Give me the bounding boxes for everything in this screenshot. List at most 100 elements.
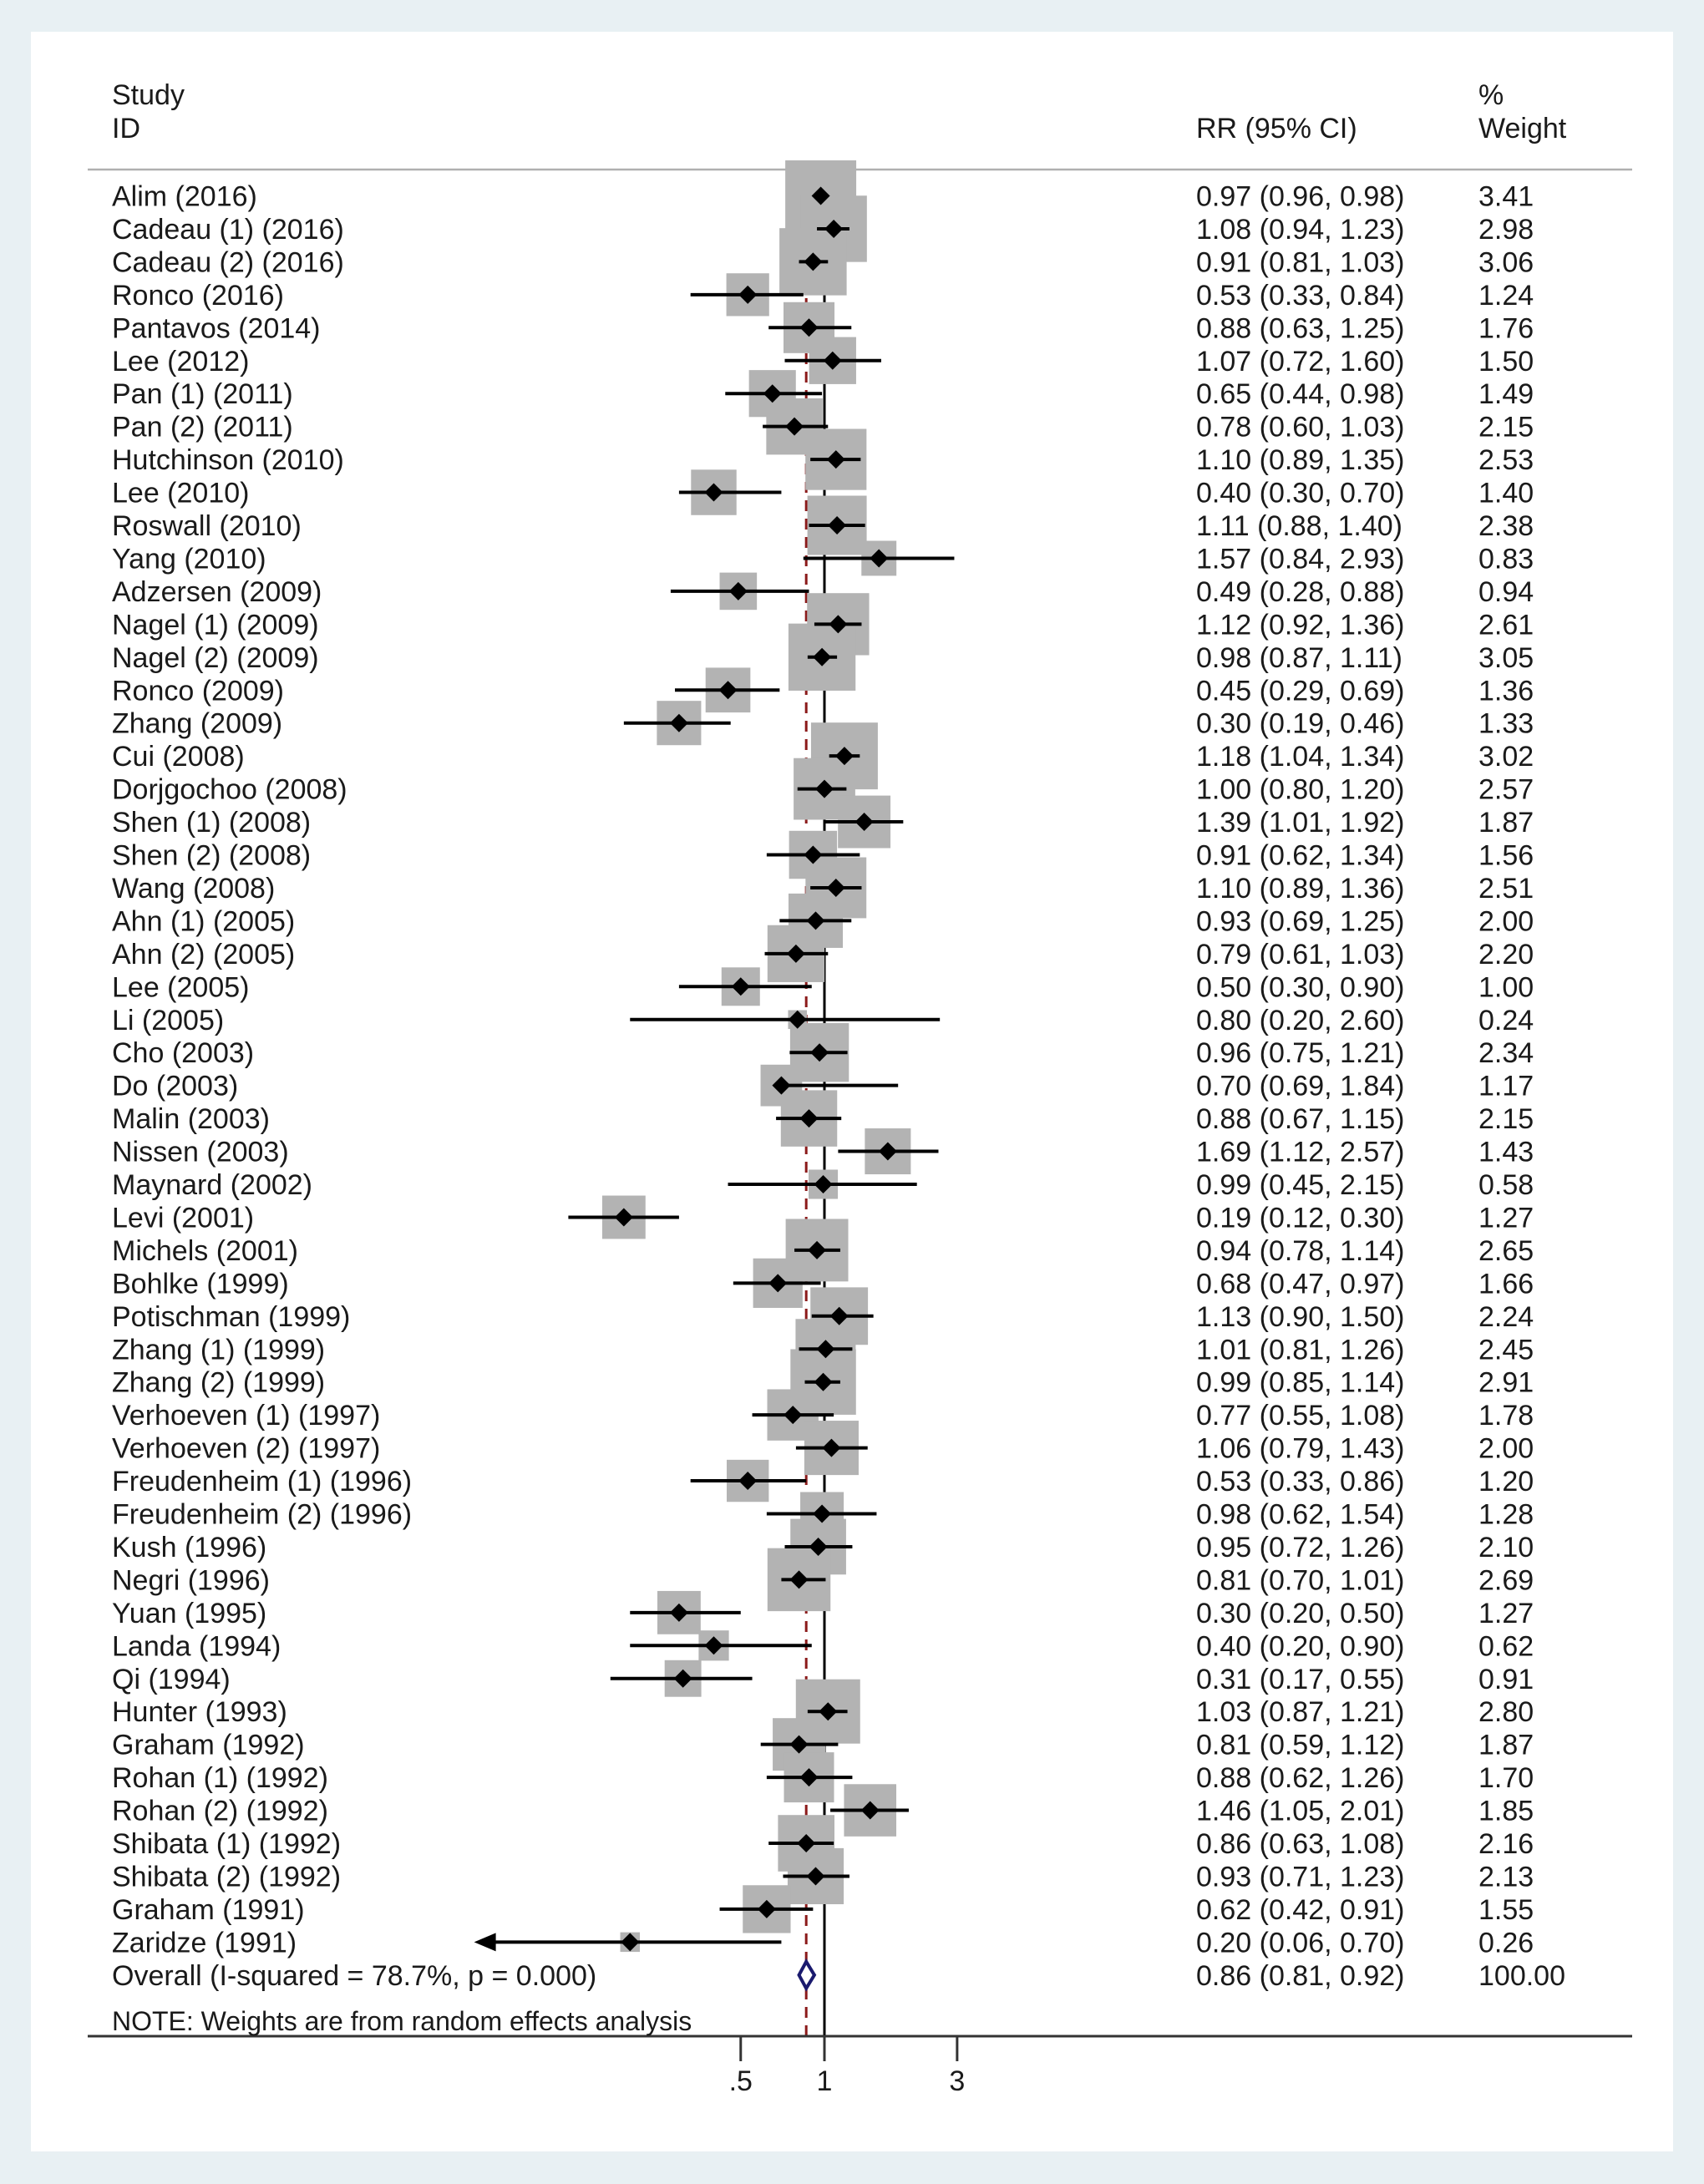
study-weight-text: 2.34 [1478, 1037, 1534, 1069]
study-weight-text: 1.27 [1478, 1598, 1534, 1629]
point-marker [788, 1010, 807, 1029]
study-weight-text: 1.49 [1478, 378, 1534, 410]
weight-boxes [601, 160, 911, 1953]
study-ci-text: 0.98 (0.87, 1.11) [1196, 642, 1402, 674]
study-ci-text: 0.78 (0.60, 1.03) [1196, 412, 1405, 443]
study-ci-text: 1.10 (0.89, 1.35) [1196, 444, 1405, 476]
study-weight-text: 2.13 [1478, 1861, 1534, 1893]
study-ci-text: 0.81 (0.59, 1.12) [1196, 1730, 1405, 1761]
study-weight-text: 2.51 [1478, 873, 1534, 905]
study-label: Cadeau (1) (2016) [112, 214, 344, 246]
point-marker [815, 779, 834, 798]
chart-panel: Study ID RR (95% CI) % Weight Alim (2016… [31, 32, 1673, 2151]
point-marker [738, 1472, 758, 1491]
point-marker [878, 1142, 897, 1161]
study-weight-text: 1.66 [1478, 1268, 1534, 1300]
point-marker [757, 1899, 776, 1918]
study-weight-text: 2.57 [1478, 774, 1534, 806]
study-label: Do (2003) [112, 1071, 238, 1102]
point-marker [786, 944, 805, 963]
study-label: Dorjgochoo (2008) [112, 774, 347, 806]
point-marker [738, 285, 758, 304]
study-weight-text: 1.78 [1478, 1400, 1534, 1432]
study-weight-text: 1.55 [1478, 1894, 1534, 1926]
study-weight-text: 2.98 [1478, 214, 1534, 246]
overall-weight-text: 100.00 [1478, 1960, 1565, 1992]
study-weight-text: 1.00 [1478, 971, 1534, 1003]
overall-label: Overall (I-squared = 78.7%, p = 0.000) [112, 1960, 596, 1992]
study-weight-text: 1.33 [1478, 708, 1534, 740]
study-ci-text: 0.91 (0.62, 1.34) [1196, 840, 1405, 872]
study-ci-text: 1.39 (1.01, 1.92) [1196, 807, 1405, 839]
study-ci-text: 1.13 (0.90, 1.50) [1196, 1301, 1405, 1333]
study-weight-text: 2.10 [1478, 1532, 1534, 1563]
study-label: Yuan (1995) [112, 1598, 266, 1629]
study-label: Ahn (2) (2005) [112, 939, 295, 970]
study-ci-text: 0.53 (0.33, 0.84) [1196, 280, 1405, 312]
point-marker [784, 1406, 803, 1425]
point-marker [813, 647, 832, 666]
study-ci-text: 0.40 (0.30, 0.70) [1196, 478, 1405, 509]
point-marker [704, 1636, 723, 1655]
study-ci-text: 0.95 (0.72, 1.26) [1196, 1532, 1405, 1563]
x-tick-label: 3 [949, 2065, 965, 2097]
study-ci-text: 1.06 (0.79, 1.43) [1196, 1433, 1405, 1465]
overall-diamond [797, 1958, 817, 1992]
study-label: Negri (1996) [112, 1564, 270, 1596]
header-weight: Weight [1478, 113, 1567, 144]
study-label: Zhang (1) (1999) [112, 1334, 325, 1366]
study-ci-text: 0.91 (0.81, 1.03) [1196, 246, 1405, 278]
study-weight-text: 1.56 [1478, 840, 1534, 872]
study-weight-text: 2.20 [1478, 939, 1534, 970]
point-marker [789, 1735, 809, 1754]
study-label: Roswall (2010) [112, 510, 302, 542]
study-weight-text: 2.38 [1478, 510, 1534, 542]
point-marker [804, 845, 823, 864]
study-ci-text: 0.94 (0.78, 1.14) [1196, 1235, 1405, 1267]
study-label: Pantavos (2014) [112, 312, 321, 344]
study-ci-text: 0.65 (0.44, 0.98) [1196, 378, 1405, 410]
study-ci-text: 0.88 (0.67, 1.15) [1196, 1103, 1405, 1135]
study-weight-text: 2.61 [1478, 609, 1534, 641]
study-ci-text: 0.88 (0.63, 1.25) [1196, 312, 1405, 344]
study-label: Ahn (1) (2005) [112, 905, 295, 937]
study-label: Nagel (1) (2009) [112, 609, 319, 641]
study-ci-text: 0.88 (0.62, 1.26) [1196, 1762, 1405, 1794]
study-weight-text: 3.06 [1478, 246, 1534, 278]
study-weight-text: 1.43 [1478, 1137, 1534, 1168]
point-marker [772, 1076, 791, 1095]
study-weight-text: 3.41 [1478, 181, 1534, 213]
study-weight-text: 2.00 [1478, 1433, 1534, 1465]
study-label: Rohan (1) (1992) [112, 1762, 328, 1794]
study-label: Freudenheim (1) (1996) [112, 1466, 412, 1497]
study-weight-text: 1.87 [1478, 807, 1534, 839]
point-marker [829, 615, 848, 634]
study-ci-text: 0.70 (0.69, 1.84) [1196, 1071, 1405, 1102]
study-weight-text: 2.69 [1478, 1564, 1534, 1596]
study-label: Graham (1992) [112, 1730, 305, 1761]
study-weight-text: 1.50 [1478, 346, 1534, 378]
study-ci-text: 0.98 (0.62, 1.54) [1196, 1499, 1405, 1531]
study-weight-text: 1.28 [1478, 1499, 1534, 1531]
study-label: Kush (1996) [112, 1532, 266, 1563]
study-ci-text: 0.96 (0.75, 1.21) [1196, 1037, 1405, 1069]
point-marker [673, 1669, 692, 1688]
point-marker [768, 1274, 788, 1293]
study-label: Nagel (2) (2009) [112, 642, 319, 674]
study-label: Landa (1994) [112, 1630, 281, 1662]
study-ci-text: 0.79 (0.61, 1.03) [1196, 939, 1405, 970]
study-ci-text: 0.93 (0.69, 1.25) [1196, 905, 1405, 937]
header-study: Study [112, 79, 185, 111]
forest-plot: Study ID RR (95% CI) % Weight Alim (2016… [88, 79, 1632, 2097]
point-marker [785, 417, 804, 436]
point-marker [806, 911, 825, 930]
point-marker [826, 450, 845, 469]
study-label: Rohan (2) (1992) [112, 1796, 328, 1827]
x-axis-ticks: .5 1 3 [729, 2036, 965, 2097]
study-ci-text: 0.19 (0.12, 0.30) [1196, 1202, 1405, 1234]
study-weight-text: 2.45 [1478, 1334, 1534, 1366]
study-label: Pan (2) (2011) [112, 412, 293, 443]
study-label: Ronco (2009) [112, 675, 284, 707]
study-ci-text: 1.07 (0.72, 1.60) [1196, 346, 1405, 378]
study-rows-text: Alim (2016) 0.97 (0.96, 0.98) 3.41 Cadeau (… [112, 181, 1565, 1992]
